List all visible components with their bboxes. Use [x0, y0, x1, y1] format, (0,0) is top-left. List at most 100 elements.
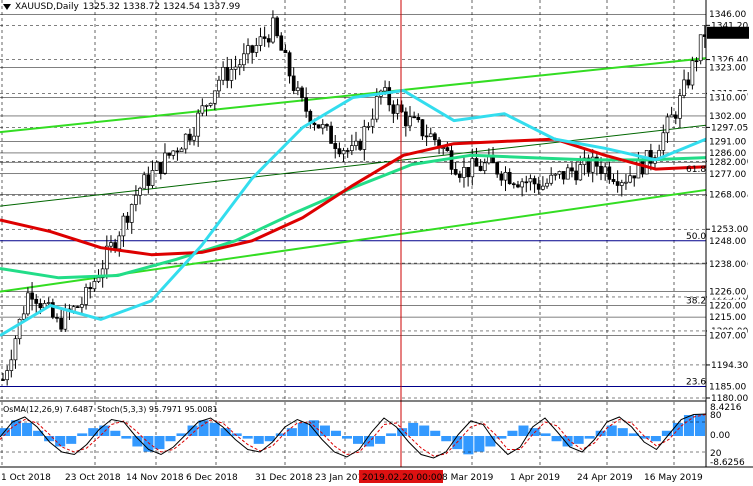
oscillator-header: OsMA(12,26,9) 7.6487 Stoch(5,3,3) 95.797… [3, 405, 218, 414]
candle-body [595, 156, 599, 167]
candle-body [167, 152, 171, 156]
osma-bar [441, 436, 452, 442]
candle-body [134, 194, 138, 205]
candle-body [262, 36, 267, 39]
osma-bar [353, 436, 364, 444]
candle-body [250, 45, 255, 53]
level-label-bg [707, 257, 747, 270]
candle-body [55, 317, 59, 319]
candle-body [26, 292, 30, 315]
level-label-bg [707, 61, 747, 74]
candle-body [470, 158, 475, 178]
osma-bar [88, 428, 99, 436]
candle-body [287, 52, 292, 77]
candle-body [541, 185, 545, 190]
osma-bar [562, 436, 573, 447]
fibo-label: 23.6 [686, 377, 706, 387]
candle-body [242, 53, 246, 66]
candle-body [59, 317, 63, 330]
candle-body [349, 145, 354, 151]
candle-body [408, 116, 412, 127]
candle-body [196, 112, 201, 137]
candle-body [694, 60, 699, 63]
candle-body [217, 79, 221, 92]
candle-body [121, 215, 126, 237]
candle-body [345, 150, 350, 152]
candle-body [125, 215, 130, 223]
date-tick-label: 1 Oct 2018 [1, 473, 51, 483]
stoch-label: Stoch(5,3,3) 95.7971 95.0081 [97, 405, 218, 414]
candle-body [312, 122, 317, 126]
osma-bar [22, 422, 33, 436]
candle-body [698, 34, 703, 62]
osma-bar [198, 420, 209, 436]
osma-bar [275, 433, 286, 436]
candle-body [192, 135, 196, 141]
candle-body [138, 187, 142, 196]
candle-body [649, 150, 653, 164]
candle-body [495, 162, 500, 175]
level-label: 1310.00 [709, 93, 746, 103]
level-label: 1286.00 [709, 149, 746, 159]
ma-medium-line [0, 153, 707, 280]
osma-bar [154, 436, 165, 450]
channel-line [0, 57, 707, 134]
level-label: 1323.00 [709, 63, 746, 73]
candle-body [644, 150, 649, 175]
candle-body [445, 147, 450, 152]
ma-slow-line [0, 137, 707, 257]
candle-body [163, 152, 167, 174]
osma-bar [408, 422, 419, 436]
moving-averages [0, 89, 707, 337]
candle-body [341, 150, 346, 155]
dropdown-triangle-icon[interactable] [3, 4, 11, 10]
candle-body [665, 116, 670, 134]
candle-body [457, 173, 462, 178]
level-label-bg [707, 146, 747, 159]
osma-bar [650, 436, 661, 442]
fibo-label: 61.8 [686, 165, 706, 175]
level-label: 1215.00 [709, 313, 746, 323]
candle-body [628, 175, 632, 183]
candle-body [258, 36, 263, 46]
candle-body [354, 140, 358, 146]
candle-body [661, 132, 666, 151]
osma-bar [617, 428, 628, 436]
candle-body [570, 167, 574, 172]
osma-bar [683, 415, 694, 436]
candle-body [511, 183, 516, 186]
osma-bar [540, 433, 551, 436]
level-label: 1238.00 [709, 260, 746, 270]
candle-body [279, 35, 284, 51]
candle-body [329, 125, 333, 144]
candle-body [237, 64, 242, 68]
candle-body [154, 161, 159, 171]
candle-body [63, 308, 68, 330]
candle-body [333, 143, 338, 149]
osma-bar [551, 436, 562, 442]
osma-bar [121, 436, 132, 439]
candle-body [403, 111, 408, 127]
candle-body [296, 87, 300, 91]
candle-body [175, 150, 180, 153]
candle-body [682, 79, 686, 96]
date-axis: 1 Oct 2018 23 Oct 2018 14 Nov 2018 6 Dec 20… [1, 470, 703, 483]
candle-body [34, 298, 39, 304]
candle-body [117, 235, 122, 250]
current-price-label: 1337.99 [709, 29, 746, 39]
osc-scale-label: 8.4216 [710, 403, 742, 413]
price-axis: 1341.201326.401311.751297.051282.401267.… [706, 8, 749, 404]
candle-body [503, 172, 508, 181]
candle-body [420, 119, 425, 137]
candle-body [275, 17, 279, 37]
osma-bar [319, 425, 330, 436]
fibonacci-labels: 61.8 50.0 38.2 23.6 [686, 165, 706, 388]
level-label: 1226.00 [709, 288, 746, 298]
stoch-main-line [0, 413, 707, 459]
candle-body [370, 118, 375, 127]
candle-body [466, 167, 470, 178]
candle-body [578, 164, 583, 181]
osma-bar [55, 436, 66, 447]
osma-bar [496, 436, 507, 439]
